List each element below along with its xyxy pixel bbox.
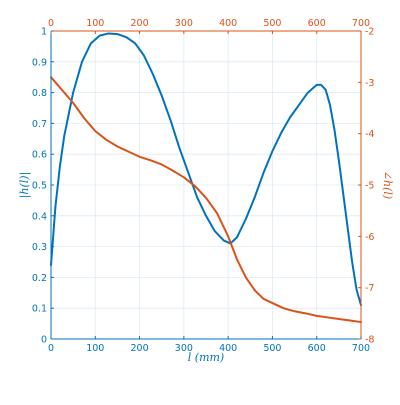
magnitude-series-line: [50, 32, 362, 307]
top-tick-label: 200: [131, 18, 149, 29]
left-tick-label: 0.2: [32, 273, 47, 284]
bottom-tick-label: 500: [263, 343, 281, 354]
left-tick-label: 0.7: [32, 119, 47, 130]
series: [50, 32, 362, 324]
right-tick-label: -6: [365, 232, 374, 243]
left-tick-label: 0: [41, 335, 47, 346]
bottom-tick-label: 700: [352, 343, 370, 354]
phase-series-line: [50, 76, 362, 324]
left-tick-label: 0.9: [32, 57, 47, 68]
left-tick-label: 1: [41, 27, 47, 38]
right-tick-label: -8: [365, 335, 374, 346]
left-tick-label: 0.8: [32, 88, 47, 99]
left-tick-label: 0.4: [32, 211, 47, 222]
right-tick-label: -2: [365, 27, 374, 38]
left-y-axis-label: |h(l)|: [18, 172, 32, 199]
top-tick-label: 0: [48, 18, 54, 29]
left-tick-label: 0.3: [32, 242, 47, 253]
axes: [50, 30, 362, 340]
left-tick-label: 0.5: [32, 181, 47, 192]
bottom-tick-label: 400: [219, 343, 237, 354]
grid: [50, 30, 362, 340]
top-tick-label: 100: [86, 18, 104, 29]
bottom-tick-label: 100: [86, 343, 104, 354]
bottom-tick-label: 600: [308, 343, 326, 354]
right-tick-label: -3: [365, 78, 374, 89]
left-tick-label: 0.6: [32, 150, 47, 161]
top-tick-label: 600: [308, 18, 326, 29]
top-tick-label: 400: [219, 18, 237, 29]
top-tick-label: 500: [263, 18, 281, 29]
right-y-axis-label: ∠h(l): [381, 171, 394, 199]
bottom-tick-label: 300: [175, 343, 193, 354]
tick-labels: 0 100 200 300 400 500 600 700 0 100 200 300 400 500 60…: [32, 18, 375, 354]
top-tick-label: 300: [175, 18, 193, 29]
right-tick-label: -4: [365, 129, 374, 140]
bottom-tick-label: 0: [48, 343, 54, 354]
top-tick-label: 700: [352, 18, 370, 29]
right-tick-label: -7: [365, 283, 374, 294]
x-axis-label: l (mm): [188, 351, 224, 364]
right-tick-label: -5: [365, 181, 374, 192]
left-tick-label: 0.1: [32, 304, 47, 315]
bottom-tick-label: 200: [131, 343, 149, 354]
